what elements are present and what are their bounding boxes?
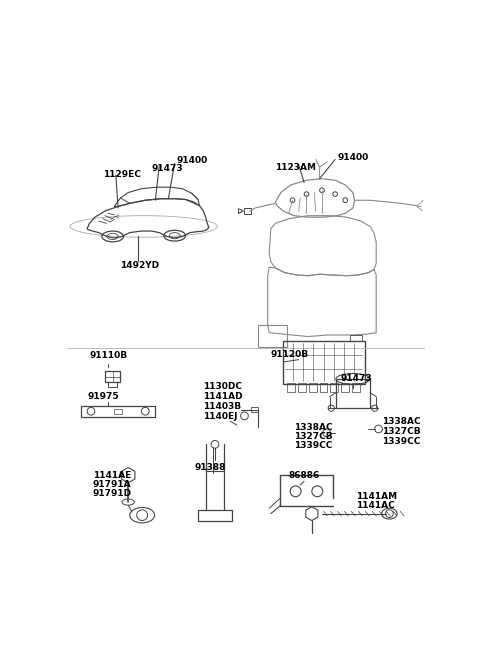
Text: 91120B: 91120B [271,350,309,359]
Text: 91791A: 91791A [93,480,131,489]
Text: 91400: 91400 [337,153,369,162]
Bar [283,341,365,384]
Text: 1338AC: 1338AC [382,417,420,426]
Text: 91400: 91400 [176,157,207,166]
Text: 1140EJ: 1140EJ [204,412,238,421]
Text: 1129EC: 1129EC [103,170,141,179]
Text: 86886: 86886 [288,471,320,479]
Bar [258,325,287,346]
Text: 1327CB: 1327CB [294,432,333,441]
Bar [114,409,122,413]
Bar [336,379,370,408]
Bar [298,383,306,392]
Text: 11403B: 11403B [204,402,241,411]
Bar [287,383,295,392]
Bar [350,335,362,341]
Text: 1141AC: 1141AC [356,502,395,510]
Text: 1338AC: 1338AC [294,423,333,432]
Text: 91975: 91975 [87,392,119,401]
Bar [352,383,360,392]
Text: 1130DC: 1130DC [204,382,242,391]
Text: 1492YD: 1492YD [120,261,159,271]
Text: 1339CC: 1339CC [294,441,333,451]
Text: 1327CB: 1327CB [382,427,420,436]
Text: 1339CC: 1339CC [382,437,420,446]
Text: 91791D: 91791D [93,489,132,498]
Text: 91473: 91473 [340,375,372,383]
Bar [309,383,316,392]
Text: 1141AD: 1141AD [204,392,243,401]
Text: 91388: 91388 [194,463,226,472]
Bar [252,407,258,412]
Bar [244,208,251,214]
Text: 1141AM: 1141AM [356,492,397,501]
Bar [105,371,120,382]
Text: 91110B: 91110B [89,351,128,360]
Bar [81,406,156,417]
Bar [341,383,349,392]
Text: 91473: 91473 [152,164,183,173]
Text: 1123AM: 1123AM [276,162,316,172]
Bar [320,383,327,392]
Bar [108,382,117,387]
Bar [330,383,338,392]
Text: 1141AE: 1141AE [93,471,131,479]
